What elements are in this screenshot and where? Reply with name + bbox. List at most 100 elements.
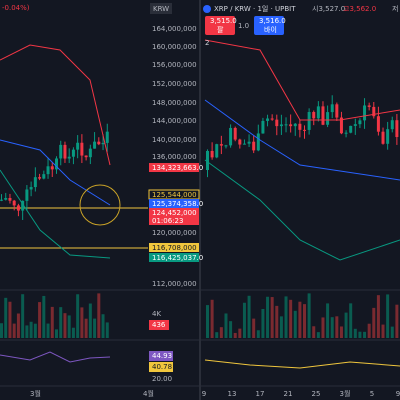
time-label: 4월 bbox=[143, 389, 154, 398]
volume-bar bbox=[358, 331, 362, 338]
candle-body bbox=[63, 144, 67, 159]
annotation-circle bbox=[79, 184, 121, 226]
volume-bar bbox=[215, 332, 219, 338]
volume-bar bbox=[12, 323, 16, 338]
candle-body bbox=[21, 200, 25, 211]
candle-body bbox=[289, 124, 293, 127]
price-label: 152,000,000 bbox=[152, 80, 197, 88]
volume-bar bbox=[303, 304, 306, 338]
volume-scale: 4K bbox=[152, 310, 161, 318]
candle-body bbox=[0, 199, 3, 201]
volume-bar bbox=[80, 307, 84, 338]
time-label: 17 bbox=[256, 390, 265, 398]
price-tag: 134,323,663.0 bbox=[152, 164, 203, 172]
candle-body bbox=[76, 142, 80, 150]
volume-bar bbox=[307, 293, 311, 338]
price-label: 144,000,000 bbox=[152, 117, 197, 125]
candle-body bbox=[395, 120, 399, 138]
ohlc-high: 고3,562.0 bbox=[343, 5, 376, 13]
volume-bar bbox=[0, 323, 3, 338]
candle-body bbox=[261, 120, 265, 134]
candle-body bbox=[93, 141, 97, 149]
volume-bar bbox=[390, 326, 394, 338]
candle-body bbox=[363, 105, 367, 121]
rsi-tag-bg bbox=[149, 362, 173, 372]
symbol-icon bbox=[203, 5, 211, 13]
candle-body bbox=[224, 145, 228, 147]
price-tag-bg bbox=[149, 253, 199, 262]
price-label: 160,000,000 bbox=[152, 43, 197, 51]
volume-bar bbox=[335, 316, 339, 338]
candle-body bbox=[376, 116, 380, 132]
unit-box[interactable] bbox=[150, 3, 172, 14]
candle-body bbox=[12, 200, 16, 206]
candle-body bbox=[42, 174, 46, 179]
band bbox=[0, 139, 111, 206]
candle-body bbox=[390, 120, 394, 130]
band bbox=[204, 39, 400, 121]
candle-body bbox=[256, 133, 260, 151]
candle-body bbox=[67, 156, 71, 159]
time-label: 9 bbox=[202, 390, 206, 398]
price-tag-bg bbox=[149, 216, 199, 225]
candle-body bbox=[229, 127, 233, 146]
volume-bar bbox=[363, 331, 367, 338]
price-tag-bg bbox=[149, 199, 199, 208]
candle-body bbox=[367, 105, 371, 107]
volume-bar bbox=[233, 332, 237, 338]
candle-body bbox=[29, 187, 33, 190]
rsi-line bbox=[204, 359, 400, 369]
time-label: 3월 bbox=[30, 389, 41, 398]
rsi-tag-bg bbox=[149, 351, 173, 361]
collapse-toggle[interactable]: 2 bbox=[205, 39, 209, 47]
volume-tag-bg bbox=[149, 320, 169, 330]
candle-body bbox=[381, 131, 385, 144]
sell-button[interactable] bbox=[205, 16, 235, 35]
rsi-tag: 44.93 bbox=[152, 352, 172, 360]
symbol-title[interactable]: XRP / KRW · 1일 · UPBIT bbox=[214, 4, 296, 13]
volume-bar bbox=[289, 299, 293, 338]
time-label: 13 bbox=[228, 390, 237, 398]
candle-body bbox=[284, 124, 288, 126]
time-label: 21 bbox=[284, 390, 293, 398]
candle-body bbox=[206, 150, 209, 170]
candle-body bbox=[316, 106, 320, 119]
volume-bar bbox=[344, 312, 348, 338]
volume-bar bbox=[349, 303, 353, 338]
buy-button[interactable] bbox=[254, 16, 284, 35]
volume-bar bbox=[238, 328, 242, 338]
price-tag-bg bbox=[149, 163, 199, 172]
candle-body bbox=[16, 205, 20, 211]
buy-price: 3,516.0 bbox=[259, 17, 286, 25]
band bbox=[204, 159, 400, 261]
band bbox=[0, 169, 111, 259]
candle-body bbox=[242, 143, 246, 145]
volume-bar bbox=[386, 294, 390, 338]
candle-body bbox=[46, 166, 50, 175]
volume-bar bbox=[219, 327, 223, 338]
volume-bar bbox=[247, 295, 251, 338]
candle-body bbox=[105, 131, 109, 143]
volume-bar bbox=[275, 305, 279, 338]
price-tag: 124,452,000 bbox=[152, 209, 197, 217]
candle-body bbox=[386, 129, 390, 144]
sell-label: 팔 bbox=[217, 25, 224, 34]
candle-body bbox=[25, 189, 29, 201]
candle-body bbox=[247, 141, 251, 144]
candle-body bbox=[266, 118, 270, 121]
price-label: 120,000,000 bbox=[152, 229, 197, 237]
rsi-tag: 40.78 bbox=[152, 363, 172, 371]
candle-body bbox=[80, 142, 84, 156]
volume-bar bbox=[105, 322, 109, 338]
candle-body bbox=[353, 124, 357, 126]
volume-bar bbox=[16, 313, 20, 338]
volume-bar bbox=[38, 302, 42, 338]
volume-bar bbox=[4, 297, 8, 338]
volume-bar bbox=[339, 326, 343, 338]
change-text: -0.04%) bbox=[2, 4, 30, 12]
candle-body bbox=[275, 119, 279, 127]
volume-bar bbox=[46, 323, 50, 338]
price-label: 164,000,000 bbox=[152, 25, 197, 33]
candle-body bbox=[97, 141, 101, 145]
time-label: 3월 bbox=[340, 389, 351, 398]
